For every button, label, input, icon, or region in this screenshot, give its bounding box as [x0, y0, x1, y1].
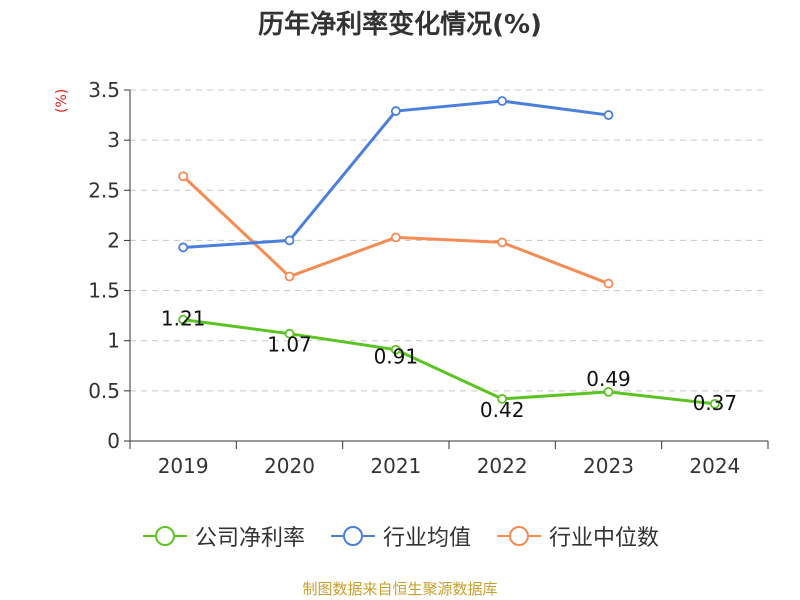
source-footer: 制图数据来自恒生聚源数据库	[302, 580, 498, 598]
chart-title: 历年净利率变化情况(%)	[258, 10, 542, 40]
data-point	[390, 106, 401, 116]
data-point	[390, 232, 401, 243]
data-point	[497, 237, 508, 248]
legend-label-company: 公司净利率	[194, 526, 305, 551]
data-point	[603, 386, 614, 397]
data-point	[497, 96, 508, 106]
y-tick-label: 3	[107, 128, 120, 152]
y-tick-label: 1.5	[88, 279, 120, 303]
data-label: 0.49	[586, 367, 631, 391]
x-tick-label: 2022	[477, 454, 528, 478]
y-tick-label: 0.5	[88, 379, 120, 403]
data-labels: 1.21 1.07 0.91 0.42 0.49 0.37	[161, 307, 737, 422]
data-label: 1.21	[161, 307, 206, 331]
x-tick-label: 2024	[689, 454, 740, 478]
legend-marker-industry-mean	[330, 526, 375, 546]
data-point	[603, 278, 614, 289]
legend-label-industry-mean: 行业均值	[382, 526, 471, 551]
data-point	[709, 398, 720, 409]
data-point	[284, 328, 295, 339]
legend: 公司净利率 行业均值 行业中位数	[0, 520, 800, 552]
data-point	[390, 344, 401, 355]
data-label: 0.37	[693, 391, 738, 415]
legend-marker-industry-median	[497, 526, 541, 546]
y-tick-label: 2.5	[88, 178, 120, 202]
y-tick-label: 1	[107, 329, 120, 353]
data-label: 0.91	[374, 345, 419, 369]
data-point	[284, 271, 295, 282]
data-point	[178, 171, 189, 182]
series-line	[182, 175, 610, 285]
series-line	[183, 99, 609, 249]
data-point	[178, 314, 189, 325]
legend-label-industry-median: 行业中位数	[549, 526, 660, 551]
data-label: 1.07	[267, 333, 312, 357]
legend-marker-company	[142, 526, 187, 546]
x-tick-label: 2020	[264, 454, 315, 478]
series-line	[182, 318, 716, 406]
x-tick-label: 2021	[370, 454, 421, 478]
data-point	[603, 110, 614, 120]
legend-item-industry-mean[interactable]: 行业均值	[329, 520, 471, 552]
axes: 0 0.5 1 1.5 2 2.5 3 3.5 2019 2020 2021 2022 2023 2024	[88, 78, 769, 478]
x-tick-label: 2023	[583, 454, 634, 478]
data-point	[178, 242, 189, 253]
legend-item-industry-median[interactable]: 行业中位数	[495, 520, 659, 552]
legend-item-company[interactable]: 公司净利率	[141, 520, 305, 552]
x-tick-label: 2019	[158, 454, 209, 478]
series-lines	[178, 96, 720, 409]
data-point	[497, 393, 508, 404]
y-tick-label: 2	[107, 228, 120, 252]
data-label: 0.42	[480, 398, 525, 422]
y-tick-label: 0	[107, 429, 120, 453]
y-tick-label: 3.5	[88, 78, 120, 102]
data-point	[284, 235, 295, 246]
